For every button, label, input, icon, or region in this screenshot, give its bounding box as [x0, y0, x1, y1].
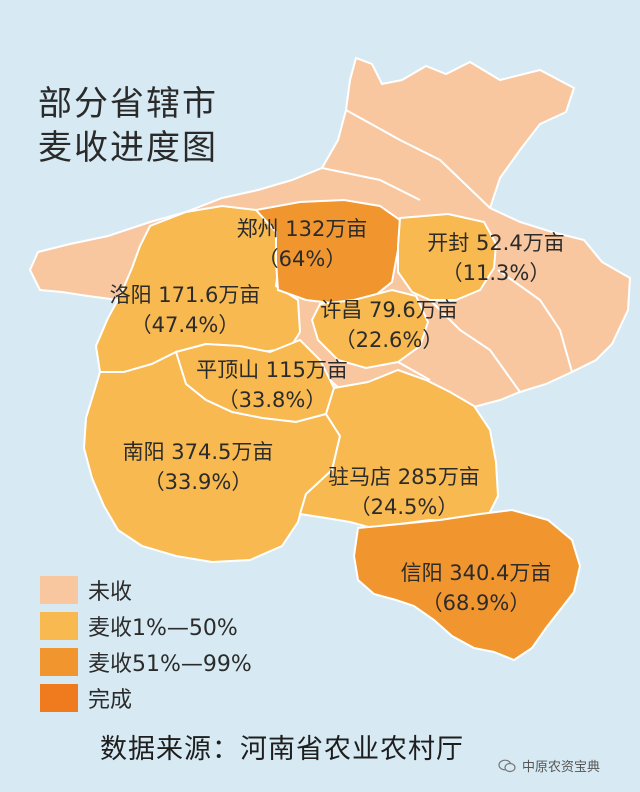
data-source: 数据来源：河南省农业农村厅 — [100, 734, 464, 765]
label-nanyang: 南阳 374.5万亩 （33.9%） — [122, 440, 274, 494]
legend-label: 麦收51%—99% — [88, 652, 252, 677]
legend-label: 麦收1%—50% — [88, 616, 238, 641]
legend-label: 完成 — [88, 688, 133, 713]
legend-item: 麦收1%—50% — [40, 608, 252, 644]
region-kaifeng — [397, 212, 498, 301]
map-legend: 未收 麦收1%—50% 麦收51%—99% 完成 — [40, 572, 252, 716]
legend-swatch — [40, 576, 78, 604]
map-title-line1: 部分省辖市 — [38, 84, 218, 124]
label-luoyang: 洛阳 171.6万亩 （47.4%） — [109, 283, 261, 337]
legend-label: 未收 — [88, 580, 133, 605]
label-zhengzhou: 郑州 132万亩 （64%） — [236, 217, 368, 271]
label-kaifeng: 开封 52.4万亩 （11.3%） — [427, 231, 565, 285]
wechat-icon — [498, 759, 516, 772]
region-xuchang — [310, 288, 430, 370]
legend-swatch — [40, 648, 78, 676]
watermark: 中原农资宝典 — [498, 756, 600, 775]
legend-item: 未收 — [40, 572, 252, 608]
label-zhumadian: 驻马店 285万亩 （24.5%） — [328, 465, 480, 519]
legend-item: 麦收51%—99% — [40, 644, 252, 680]
region-xinyang — [352, 508, 582, 662]
region-zhengzhou — [254, 198, 402, 306]
map-title-line2: 麦收进度图 — [38, 128, 218, 168]
label-pingdingshan: 平顶山 115万亩 （33.8%） — [196, 358, 348, 412]
legend-item: 完成 — [40, 680, 252, 716]
label-xuchang: 许昌 79.6万亩 （22.6%） — [320, 298, 458, 352]
watermark-text: 中原农资宝典 — [522, 760, 601, 775]
region-boundaries — [321, 109, 573, 393]
label-xinyang: 信阳 340.4万亩 （68.9%） — [400, 561, 552, 615]
legend-swatch — [40, 612, 78, 640]
legend-swatch — [40, 684, 78, 712]
